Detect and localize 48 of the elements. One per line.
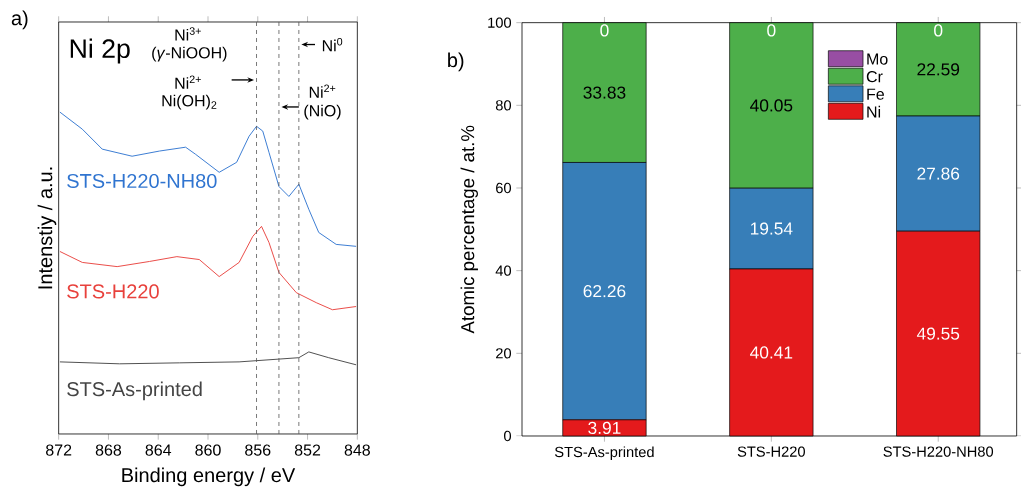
data-label: 40.41 [750,346,793,359]
y-tick-label: 60 [496,182,512,194]
y-tick-label: 100 [488,17,512,28]
x-tick-label: 860 [195,444,221,456]
x-tick-label: 864 [145,444,172,456]
annotation: (NiO) [304,104,341,120]
data-label: 0 [934,24,943,37]
data-label: 0 [600,24,609,37]
data-label: 19.54 [750,222,793,235]
y-axis-title: Atomic percentage / at.% [460,125,478,334]
x-tick-label: STS-H220-NH80 [883,446,994,457]
x-tick-label: 848 [344,444,370,456]
y-tick-label: 80 [495,100,512,111]
data-label: 27.86 [917,167,960,180]
text: Ni$^{2+}$ [175,75,201,89]
data-label: 3.91 [588,421,621,435]
text: Ni$^{2+}$ [309,84,336,98]
y-tick-label: 40 [495,265,512,276]
data-label: 22.59 [917,63,960,76]
y-tick-label: 20 [496,348,512,359]
y-axis-title: Intenstiy / a.u. [37,167,57,289]
data-label: 62.26 [583,285,626,298]
legend-label: Fe [867,88,884,100]
data-label: 33.83 [583,86,626,99]
x-tick-label: 868 [95,444,122,456]
x-tick-label: 872 [46,444,72,456]
x-axis-title: Binding energy / eV [122,467,296,487]
data-label: 40.05 [750,99,793,112]
text: b) [448,52,464,72]
series-label: STS-As-printed [67,381,202,401]
x-tick-label: STS-H220 [737,446,805,457]
y-tick-label: 0 [504,430,512,442]
text: Ni$^{0}$ [322,37,343,52]
text: a) [11,10,28,30]
text: Ni$^{3+}$ [175,27,201,41]
data-label: 0 [767,24,776,37]
text: (γ-NiOOH) [152,46,227,62]
x-tick-label: 856 [245,444,271,456]
text: Ni 2p [70,38,130,64]
legend-label: Mo [867,53,888,65]
legend-label: Ni [867,105,881,118]
legend-label: Cr [866,70,883,83]
series-label: STS-H220-NH80 [67,173,217,189]
series-label: STS-H220 [67,284,159,299]
text: Ni(OH)$_{2}$ [162,94,217,110]
x-tick-label: 852 [294,444,321,456]
x-tick-label: STS-As-printed [554,446,654,461]
data-label: 49.55 [916,327,960,340]
